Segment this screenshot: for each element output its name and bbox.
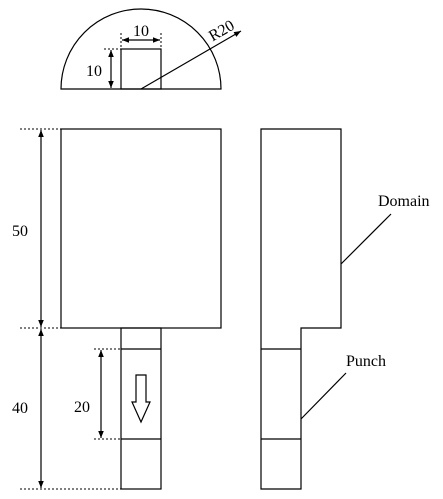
top-view: 10 10 R20 bbox=[60, 8, 242, 90]
semicircle-outline bbox=[60, 8, 222, 90]
punch-leader-line bbox=[300, 372, 347, 420]
width-dimension-label: 10 bbox=[133, 23, 149, 40]
domain-label: Domain bbox=[378, 193, 430, 210]
punch-total-label: 40 bbox=[12, 400, 28, 417]
side-view: Domain Punch bbox=[260, 128, 430, 490]
punch-cross-section bbox=[120, 48, 162, 90]
domain-block bbox=[60, 128, 222, 329]
front-view: 50 40 20 bbox=[12, 128, 222, 490]
side-outline bbox=[260, 128, 342, 490]
height-dimension-label: 10 bbox=[86, 63, 102, 80]
punch-stroke-label: 20 bbox=[74, 399, 90, 416]
punch-label: Punch bbox=[346, 353, 386, 370]
radius-leader-line bbox=[140, 30, 242, 90]
punch-body bbox=[120, 327, 162, 490]
domain-height-label: 50 bbox=[12, 223, 28, 240]
down-arrow-icon bbox=[131, 374, 151, 424]
radius-label: R20 bbox=[206, 17, 238, 45]
domain-leader-line bbox=[340, 213, 392, 265]
